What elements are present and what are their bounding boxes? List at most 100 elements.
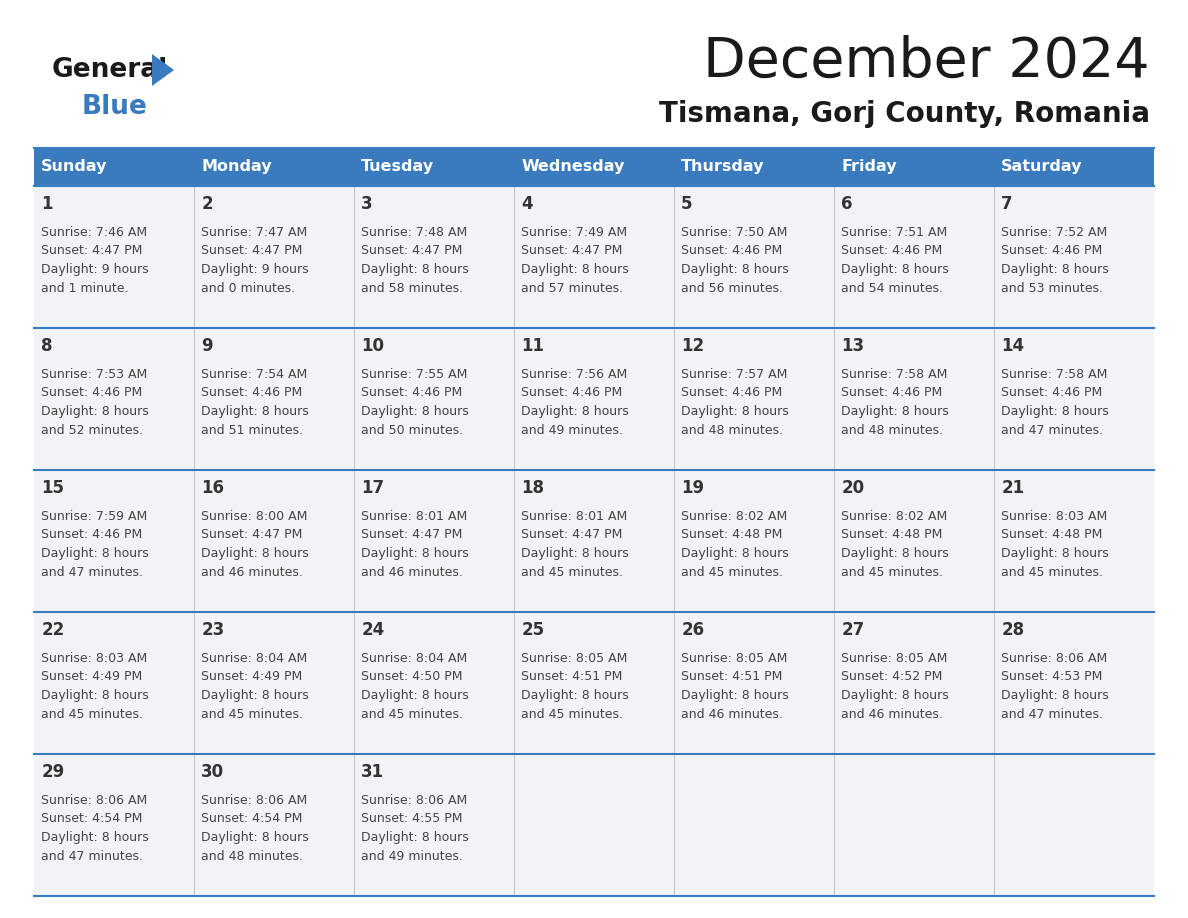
Text: 8: 8 [42,337,52,355]
Text: Sunrise: 8:04 AM: Sunrise: 8:04 AM [201,652,308,665]
Text: and 47 minutes.: and 47 minutes. [42,850,144,864]
Text: Daylight: 8 hours: Daylight: 8 hours [841,406,949,419]
Text: Daylight: 8 hours: Daylight: 8 hours [201,547,309,561]
Text: Sunset: 4:46 PM: Sunset: 4:46 PM [681,244,783,258]
Bar [34,470,194,612]
Bar [354,148,514,186]
Text: and 48 minutes.: and 48 minutes. [681,424,783,438]
Text: Sunset: 4:52 PM: Sunset: 4:52 PM [841,670,942,684]
Text: and 58 minutes.: and 58 minutes. [361,283,463,296]
Text: 24: 24 [361,621,385,639]
Text: and 46 minutes.: and 46 minutes. [681,709,783,722]
Text: Daylight: 8 hours: Daylight: 8 hours [42,832,148,845]
Text: 19: 19 [681,479,704,497]
Text: Monday: Monday [201,160,272,174]
Text: Daylight: 8 hours: Daylight: 8 hours [681,547,789,561]
Text: Sunset: 4:54 PM: Sunset: 4:54 PM [42,812,143,825]
Text: Sunset: 4:46 PM: Sunset: 4:46 PM [42,529,143,542]
Text: 11: 11 [522,337,544,355]
Text: Sunset: 4:46 PM: Sunset: 4:46 PM [681,386,783,399]
Text: Sunset: 4:47 PM: Sunset: 4:47 PM [522,529,623,542]
Text: Daylight: 8 hours: Daylight: 8 hours [201,832,309,845]
Text: Sunrise: 7:56 AM: Sunrise: 7:56 AM [522,367,627,380]
Bar [674,186,834,328]
Text: Sunset: 4:49 PM: Sunset: 4:49 PM [201,670,303,684]
Text: 1: 1 [42,195,52,213]
Text: 17: 17 [361,479,385,497]
Bar [994,470,1154,612]
Text: Sunset: 4:47 PM: Sunset: 4:47 PM [361,244,462,258]
Text: Sunrise: 8:05 AM: Sunrise: 8:05 AM [681,652,788,665]
Text: Daylight: 8 hours: Daylight: 8 hours [361,406,469,419]
Text: and 53 minutes.: and 53 minutes. [1001,283,1104,296]
Text: Sunrise: 8:06 AM: Sunrise: 8:06 AM [201,793,308,807]
Text: Sunrise: 7:58 AM: Sunrise: 7:58 AM [841,367,948,380]
Text: 12: 12 [681,337,704,355]
Text: Daylight: 8 hours: Daylight: 8 hours [42,547,148,561]
Bar [34,612,194,754]
Text: Sunset: 4:46 PM: Sunset: 4:46 PM [1001,386,1102,399]
Text: Saturday: Saturday [1001,160,1082,174]
Text: and 45 minutes.: and 45 minutes. [681,566,783,579]
Text: Sunrise: 8:04 AM: Sunrise: 8:04 AM [361,652,467,665]
Text: Daylight: 8 hours: Daylight: 8 hours [1001,263,1108,276]
Text: Sunrise: 7:46 AM: Sunrise: 7:46 AM [42,226,147,239]
Bar [354,186,514,328]
Bar [994,148,1154,186]
Text: Sunrise: 7:57 AM: Sunrise: 7:57 AM [681,367,788,380]
Text: 3: 3 [361,195,373,213]
Bar [834,612,994,754]
Bar [194,148,354,186]
Text: Daylight: 8 hours: Daylight: 8 hours [522,689,628,702]
Bar [674,148,834,186]
Bar [834,328,994,470]
Text: 5: 5 [681,195,693,213]
Text: 10: 10 [361,337,384,355]
Text: 31: 31 [361,763,385,781]
Text: and 46 minutes.: and 46 minutes. [361,566,463,579]
Text: Daylight: 8 hours: Daylight: 8 hours [841,689,949,702]
Text: and 45 minutes.: and 45 minutes. [42,709,144,722]
Text: Sunrise: 8:02 AM: Sunrise: 8:02 AM [841,509,948,522]
Bar [994,754,1154,896]
Text: Sunset: 4:55 PM: Sunset: 4:55 PM [361,812,462,825]
Text: 28: 28 [1001,621,1024,639]
Text: Daylight: 8 hours: Daylight: 8 hours [1001,406,1108,419]
Text: Sunset: 4:51 PM: Sunset: 4:51 PM [522,670,623,684]
Text: Sunrise: 7:59 AM: Sunrise: 7:59 AM [42,509,147,522]
Text: Sunrise: 8:00 AM: Sunrise: 8:00 AM [201,509,308,522]
Text: Daylight: 8 hours: Daylight: 8 hours [522,547,628,561]
Text: Blue: Blue [82,94,147,120]
Text: Sunset: 4:48 PM: Sunset: 4:48 PM [681,529,783,542]
Text: 21: 21 [1001,479,1024,497]
Text: and 56 minutes.: and 56 minutes. [681,283,783,296]
Text: and 1 minute.: and 1 minute. [42,283,128,296]
Bar [514,470,674,612]
Text: Sunset: 4:47 PM: Sunset: 4:47 PM [522,244,623,258]
Text: Sunrise: 8:06 AM: Sunrise: 8:06 AM [1001,652,1107,665]
Text: and 54 minutes.: and 54 minutes. [841,283,943,296]
Text: and 46 minutes.: and 46 minutes. [201,566,303,579]
Bar [834,186,994,328]
Text: General: General [52,57,169,83]
Text: Sunrise: 7:55 AM: Sunrise: 7:55 AM [361,367,468,380]
Text: Sunrise: 7:58 AM: Sunrise: 7:58 AM [1001,367,1107,380]
Text: Sunset: 4:47 PM: Sunset: 4:47 PM [42,244,143,258]
Text: 23: 23 [201,621,225,639]
Text: 4: 4 [522,195,533,213]
Text: 7: 7 [1001,195,1013,213]
Text: Sunrise: 7:47 AM: Sunrise: 7:47 AM [201,226,308,239]
Text: Sunset: 4:47 PM: Sunset: 4:47 PM [201,529,303,542]
Text: and 45 minutes.: and 45 minutes. [522,566,624,579]
Text: Daylight: 8 hours: Daylight: 8 hours [361,547,469,561]
Text: Daylight: 8 hours: Daylight: 8 hours [42,406,148,419]
Bar [834,754,994,896]
Text: Sunrise: 7:52 AM: Sunrise: 7:52 AM [1001,226,1107,239]
Text: Sunrise: 8:01 AM: Sunrise: 8:01 AM [361,509,467,522]
Text: Sunrise: 8:05 AM: Sunrise: 8:05 AM [841,652,948,665]
Text: Tuesday: Tuesday [361,160,435,174]
Text: Sunset: 4:48 PM: Sunset: 4:48 PM [841,529,942,542]
Text: Sunset: 4:54 PM: Sunset: 4:54 PM [201,812,303,825]
Text: Sunrise: 8:05 AM: Sunrise: 8:05 AM [522,652,627,665]
Bar [994,612,1154,754]
